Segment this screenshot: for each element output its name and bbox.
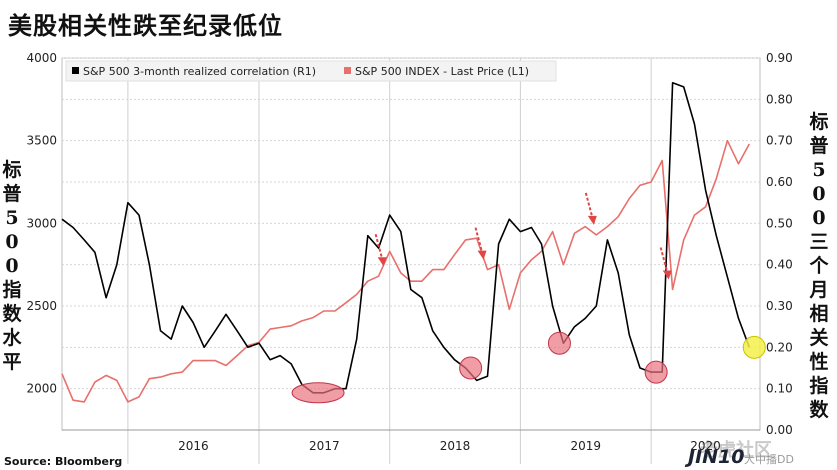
right-tick-label: 0.40 — [766, 258, 793, 272]
x-tick-label: 2017 — [309, 439, 340, 453]
right-tick-label: 0.70 — [766, 134, 793, 148]
right-tick-label: 0.10 — [766, 382, 793, 396]
source-note: Source: Bloomberg — [4, 455, 123, 468]
annotation-arrowhead — [587, 215, 597, 225]
left-tick-label: 2500 — [26, 299, 57, 313]
x-tick-label: 2019 — [570, 439, 601, 453]
right-axis-title: 标普500三个月相关性指数 — [809, 111, 829, 421]
annotations — [291, 192, 766, 404]
axes: 0.00 0.10 0.20 0.30 0.40 0.50 0.60 0.70 0.80 0.90… — [26, 51, 792, 453]
right-tick-label: 0.80 — [766, 92, 793, 106]
chart-title: 美股相关性跌至纪录低位 — [8, 12, 283, 40]
watermark-community-text: 老虎社区 — [700, 440, 772, 461]
right-tick-label: 0.60 — [766, 175, 793, 189]
legend-swatch — [344, 67, 351, 74]
legend-swatch — [72, 67, 79, 74]
grid — [61, 57, 761, 464]
annotation-arrowhead — [662, 270, 672, 280]
watermark-community: 老虎社区 — [700, 436, 772, 462]
watermark-brand-text: JIN10 — [688, 446, 745, 468]
correlation-line — [61, 82, 751, 394]
left-tick-label: 3000 — [26, 216, 57, 230]
x-tick-label: 2020 — [690, 439, 721, 453]
legend-label: S&P 500 INDEX - Last Price (L1) — [355, 65, 529, 78]
annotation-arrowhead — [477, 250, 487, 260]
x-tick-label: 2016 — [178, 439, 209, 453]
spx-series — [61, 139, 751, 403]
highlight-circle — [644, 360, 668, 384]
legend-box — [65, 60, 557, 82]
highlight-circle — [291, 382, 345, 404]
left-tick-label: 4000 — [26, 51, 57, 65]
left-tick-label: 2000 — [26, 382, 57, 396]
right-tick-label: 0.90 — [766, 51, 793, 65]
left-axis-title: 标普500指数水平 — [2, 159, 22, 373]
highlight-circle — [459, 356, 483, 380]
legend: S&P 500 3-month realized correlation (R1… — [65, 60, 557, 82]
watermark-suffix-text: 大中播DD — [744, 453, 794, 466]
highlight-circle-current — [742, 335, 766, 359]
correlation-series — [61, 82, 751, 394]
spx-line — [61, 139, 751, 403]
left-tick-label: 3500 — [26, 134, 57, 148]
highlight-circle — [547, 331, 571, 355]
x-tick-label: 2018 — [440, 439, 471, 453]
right-tick-label: 0.50 — [766, 216, 793, 230]
watermark-suffix: 大中播DD — [744, 451, 794, 467]
right-tick-label: 0.00 — [766, 423, 793, 437]
watermark-brand: JIN10 — [688, 446, 744, 468]
right-tick-label: 0.30 — [766, 299, 793, 313]
legend-label: S&P 500 3-month realized correlation (R1… — [83, 65, 316, 78]
annotation-arrowhead — [377, 257, 387, 267]
right-tick-label: 0.20 — [766, 340, 793, 354]
